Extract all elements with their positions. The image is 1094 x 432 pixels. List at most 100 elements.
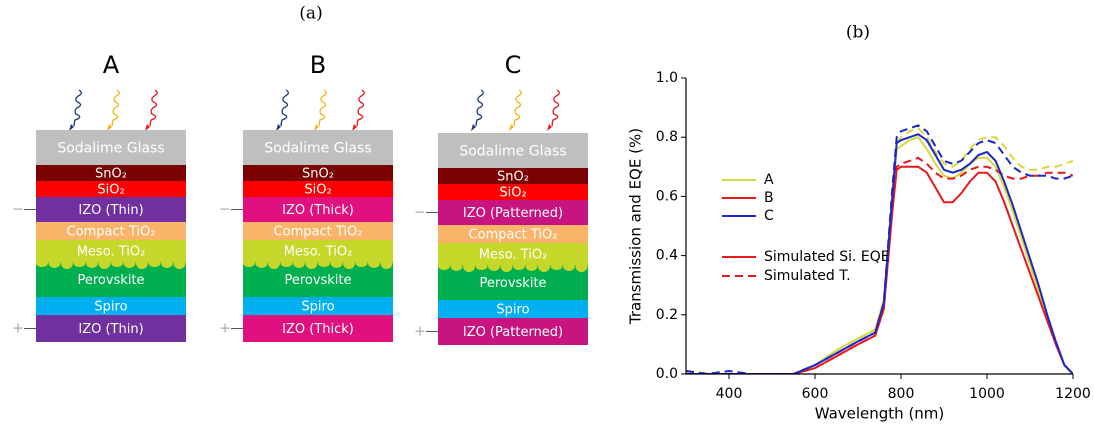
meso-grain: [475, 262, 488, 270]
meso-grain: [61, 257, 73, 269]
layer: [438, 133, 588, 168]
meso-grain: [355, 259, 368, 267]
x-tick-label: 400: [716, 386, 743, 402]
x-tick-label: 1200: [1055, 386, 1091, 402]
layer-label: IZO (Thin): [78, 322, 143, 337]
layer: [438, 225, 588, 243]
legend-label: Simulated Si. EQE: [764, 249, 890, 265]
layer: [36, 240, 186, 262]
layer: [36, 130, 186, 165]
meso-grain: [525, 261, 538, 271]
meso-grain: [575, 260, 588, 272]
meso-grain: [161, 258, 173, 268]
meso-grain: [488, 261, 500, 271]
light-arrow: [318, 89, 327, 127]
stack-title: C: [505, 51, 522, 79]
y-tick-label: 0.8: [656, 129, 678, 145]
meso-grain: [343, 257, 355, 269]
layer-label: Sodalime Glass: [264, 141, 371, 157]
meso-grain: [438, 262, 450, 270]
meso-grain: [36, 259, 48, 267]
layer-label: Meso. TiO₂: [284, 245, 353, 260]
light-arrow: [513, 89, 522, 127]
layer: [243, 197, 393, 222]
layer: [438, 184, 588, 200]
layer-label: Meso. TiO₂: [77, 245, 146, 260]
y-tick-label: 0.2: [656, 307, 678, 323]
meso-grain: [563, 261, 575, 271]
terminal-sign: −: [12, 202, 24, 218]
meso-grain: [243, 259, 255, 267]
axis-frame: [685, 78, 1073, 375]
arrow-head: [314, 124, 319, 131]
meso-grain: [293, 258, 305, 268]
layer: [243, 181, 393, 197]
legend-label: Simulated T.: [764, 268, 851, 284]
layer-label: SnO₂: [95, 167, 127, 182]
layer-label: Spiro: [496, 303, 529, 318]
layer: [438, 200, 588, 225]
y-axis-label: Transmission and EQE (%): [627, 128, 645, 325]
arrow-head: [471, 124, 476, 131]
layer-label: Compact TiO₂: [274, 225, 363, 240]
x-tick-label: 800: [888, 386, 915, 402]
eqe-line: [686, 133, 1073, 374]
layer-label: Sodalime Glass: [459, 144, 566, 160]
y-tick-label: 0.0: [656, 366, 678, 382]
transmission-line: [686, 156, 1073, 374]
meso-grain: [330, 258, 343, 268]
meso-grain: [538, 260, 550, 272]
layer: [36, 315, 186, 342]
eqe-line: [686, 165, 1073, 374]
panel-label: (a): [299, 4, 322, 24]
meso-grain: [98, 257, 111, 269]
layer: [438, 168, 588, 184]
layer: [36, 181, 186, 197]
terminal-sign: +: [219, 321, 231, 337]
meso-grain: [86, 258, 98, 268]
layer: [36, 222, 186, 240]
meso-grain: [450, 261, 463, 271]
light-arrow: [73, 89, 82, 127]
layer: [243, 240, 393, 262]
layer: [36, 297, 186, 315]
legend-label: C: [764, 208, 774, 224]
y-tick-label: 0.4: [656, 248, 678, 264]
layer-label: Spiro: [94, 300, 127, 315]
layer: [243, 315, 393, 342]
layer-label: IZO (Thick): [282, 203, 354, 218]
terminal-sign: +: [12, 321, 24, 337]
layer-label: Perovskite: [77, 273, 144, 288]
meso-grain: [73, 259, 86, 267]
layer: [243, 165, 393, 181]
meso-grain: [513, 262, 525, 270]
layer-label: Sodalime Glass: [57, 141, 164, 157]
meso-grain: [123, 258, 136, 268]
terminal-sign: −: [414, 205, 426, 221]
light-arrow: [149, 89, 158, 127]
x-axis-label: Wavelength (nm): [815, 405, 945, 423]
arrow-head: [547, 124, 552, 131]
stack-title: B: [310, 51, 326, 79]
meso-grain: [48, 258, 61, 268]
layer: [36, 262, 186, 297]
panel-label: (b): [846, 23, 870, 43]
layer: [438, 300, 588, 318]
meso-grain: [380, 257, 393, 269]
layer-label: SiO₂: [499, 186, 526, 201]
layer-label: IZO (Thick): [282, 322, 354, 337]
meso-grain: [463, 260, 475, 272]
light-arrow: [475, 89, 484, 127]
stack-title: A: [103, 51, 120, 79]
layer: [243, 222, 393, 240]
light-arrow: [551, 89, 560, 127]
meso-grain: [318, 259, 330, 267]
layer: [438, 318, 588, 345]
y-tick-label: 1.0: [656, 70, 678, 86]
arrow-head: [69, 124, 74, 131]
terminal-sign: +: [414, 324, 426, 340]
layer: [438, 243, 588, 265]
meso-grain: [550, 262, 563, 270]
arrow-head: [145, 124, 150, 131]
